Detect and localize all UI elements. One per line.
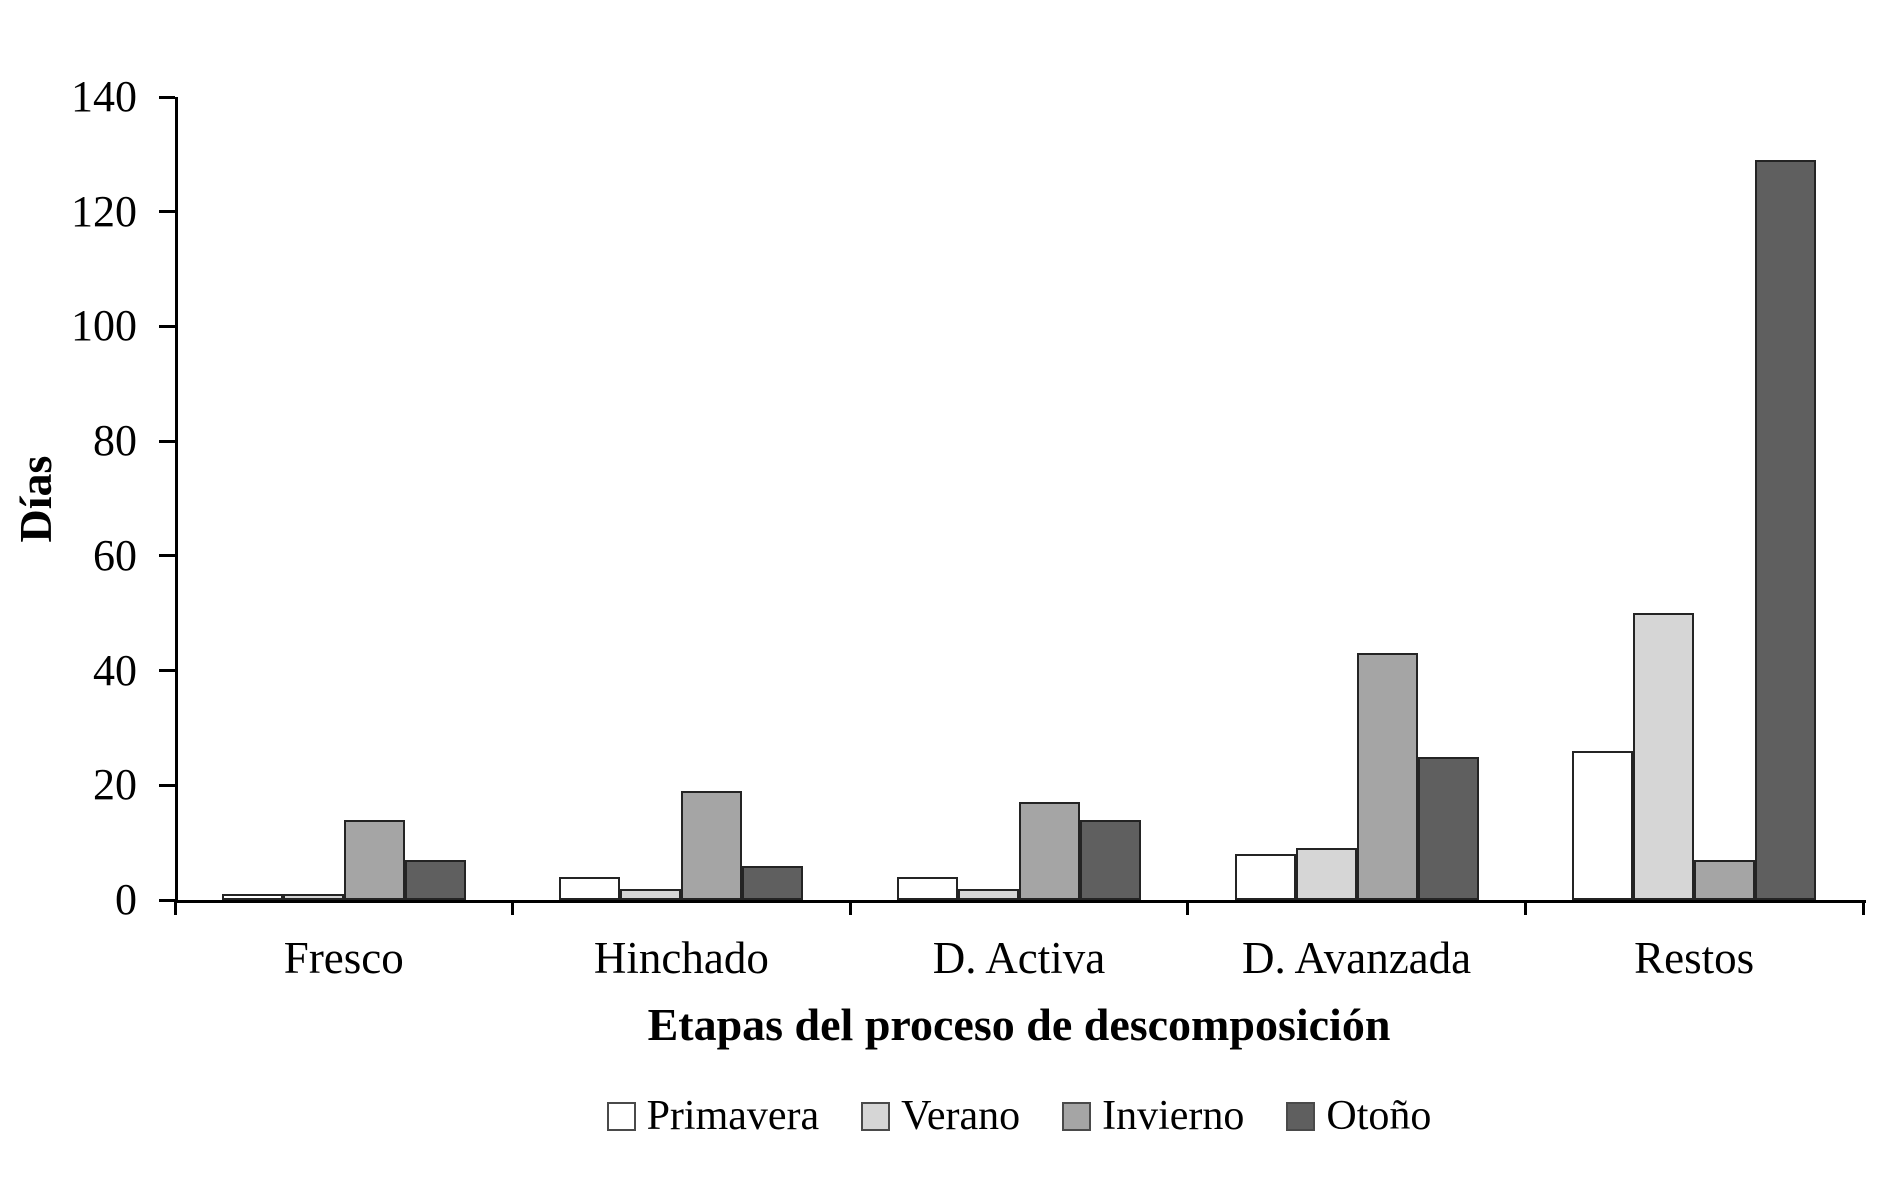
y-tick-label: 120 (71, 186, 137, 236)
x-tick-mark (511, 900, 515, 915)
legend-swatch-primavera (606, 1101, 636, 1131)
category-label-d-avanzada: D. Avanzada (1242, 933, 1472, 983)
bar-invierno-d-activa (1019, 802, 1080, 900)
x-tick-mark (1186, 900, 1190, 915)
legend-label-invierno: Invierno (1102, 1093, 1245, 1139)
bar-verano-fresco (282, 894, 344, 900)
y-tick-label: 100 (71, 301, 137, 351)
legend: Primavera Verano Invierno Otoño (175, 1092, 1863, 1140)
legend-label-primavera: Primavera (646, 1093, 820, 1139)
y-tick-mark (159, 95, 175, 99)
y-tick-label: 40 (93, 645, 137, 695)
y-tick-mark (159, 554, 175, 558)
category-label-fresco: Fresco (283, 933, 404, 983)
y-tick-mark (159, 439, 175, 443)
y-tick-mark (159, 210, 175, 214)
bar-verano-hinchado (620, 889, 682, 900)
y-tick-label: 0 (115, 875, 137, 924)
bar-primavera-d-activa (897, 877, 958, 900)
bar-primavera-fresco (221, 894, 283, 900)
category-label-d-activa: D. Activa (932, 933, 1106, 983)
bar-otono-fresco (404, 860, 466, 900)
y-tick-label: 80 (93, 416, 137, 466)
legend-swatch-verano (861, 1101, 891, 1131)
bar-verano-d-avanzada (1295, 848, 1357, 900)
x-tick-mark (1523, 900, 1527, 915)
bar-invierno-d-avanzada (1356, 653, 1418, 900)
y-tick-label: 140 (71, 72, 137, 121)
plot-area (175, 97, 1866, 903)
category-label-restos: Restos (1634, 933, 1755, 983)
bar-verano-d-activa (958, 889, 1019, 900)
bar-otono-d-avanzada (1417, 757, 1479, 900)
y-tick-label: 20 (93, 760, 137, 810)
x-tick-mark (173, 900, 177, 915)
y-tick-mark (159, 898, 175, 902)
legend-item-primavera: Primavera (606, 1092, 820, 1140)
category-label-hinchado: Hinchado (593, 933, 769, 983)
y-tick-label: 60 (93, 530, 137, 580)
bar-primavera-restos (1572, 751, 1634, 900)
bar-primavera-hinchado (559, 877, 621, 900)
bar-otono-hinchado (742, 866, 804, 900)
bar-otono-restos (1755, 160, 1817, 900)
bar-invierno-fresco (343, 820, 405, 900)
legend-item-invierno: Invierno (1062, 1092, 1244, 1140)
y-tick-mark (159, 669, 175, 673)
bar-verano-restos (1633, 613, 1695, 900)
bar-primavera-d-avanzada (1234, 854, 1296, 900)
bar-invierno-hinchado (681, 791, 743, 900)
x-axis-title: Etapas del proceso de descomposición (647, 999, 1391, 1050)
legend-swatch-invierno (1062, 1101, 1092, 1131)
y-tick-mark (159, 324, 175, 328)
legend-swatch-otono (1286, 1101, 1316, 1131)
legend-item-verano: Verano (861, 1092, 1020, 1140)
x-tick-mark (848, 900, 852, 915)
x-tick-mark (1861, 900, 1865, 915)
y-axis-title: Días (10, 455, 61, 542)
bar-invierno-restos (1694, 860, 1756, 900)
y-tick-mark (159, 783, 175, 787)
bar-otono-d-activa (1080, 820, 1141, 900)
legend-item-otono: Otoño (1286, 1092, 1431, 1140)
legend-label-verano: Verano (901, 1093, 1021, 1139)
legend-label-otono: Otoño (1326, 1093, 1432, 1139)
